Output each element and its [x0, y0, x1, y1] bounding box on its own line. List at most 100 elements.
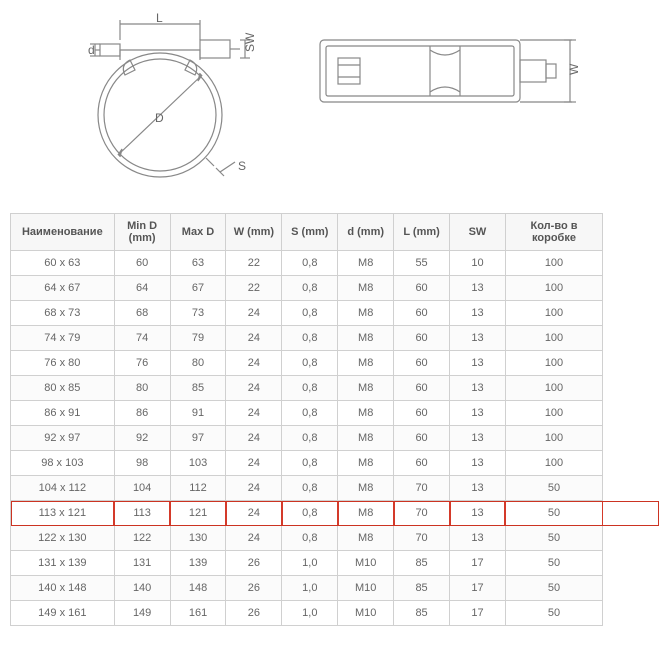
label-D: D — [155, 111, 164, 125]
table-cell: 97 — [170, 426, 226, 451]
table-cell: 79 — [170, 326, 226, 351]
table-cell: 22 — [226, 251, 282, 276]
table-cell: 139 — [170, 551, 226, 576]
table-cell: 149 x 161 — [11, 601, 115, 626]
table-cell: 24 — [226, 326, 282, 351]
table-cell: 0,8 — [282, 476, 338, 501]
table-cell: 60 — [394, 351, 450, 376]
table-cell: 100 — [505, 451, 602, 476]
table-row: 131 x 139131139261,0M10851750 — [11, 551, 659, 576]
table-cell: 60 — [394, 276, 450, 301]
table-cell: 100 — [505, 276, 602, 301]
table-cell: 1,0 — [282, 551, 338, 576]
table-cell: M8 — [338, 426, 394, 451]
table-cell: 24 — [226, 376, 282, 401]
table-cell: 149 — [114, 601, 170, 626]
table-cell: 24 — [226, 476, 282, 501]
table-cell: 100 — [505, 376, 602, 401]
table-cell: 60 — [394, 326, 450, 351]
table-cell: 103 — [170, 451, 226, 476]
table-row: 74 x 797479240,8M86013100 — [11, 326, 659, 351]
table-row: 122 x 130122130240,8M8701350 — [11, 526, 659, 551]
table-row: 98 x 10398103240,8M86013100 — [11, 451, 659, 476]
table-cell: 70 — [394, 501, 450, 526]
col-header: L (mm) — [394, 214, 450, 251]
table-cell: 50 — [505, 551, 602, 576]
table-row: 64 x 676467220,8M86013100 — [11, 276, 659, 301]
table-cell: 100 — [505, 326, 602, 351]
table-cell: 74 x 79 — [11, 326, 115, 351]
table-header-row: Наименование Min D (mm) Max D W (mm) S (… — [11, 214, 659, 251]
label-S: S — [238, 159, 246, 173]
table-cell: 50 — [505, 601, 602, 626]
table-cell: M10 — [338, 551, 394, 576]
table-cell: 100 — [505, 401, 602, 426]
clamp-side-diagram: W — [310, 10, 590, 133]
table-cell: 24 — [226, 501, 282, 526]
col-header: Max D — [170, 214, 226, 251]
table-cell: 50 — [505, 526, 602, 551]
table-cell: 10 — [450, 251, 506, 276]
table-cell: 0,8 — [282, 251, 338, 276]
table-cell: 64 — [114, 276, 170, 301]
table-cell: 91 — [170, 401, 226, 426]
table-cell: 122 — [114, 526, 170, 551]
table-cell: 130 — [170, 526, 226, 551]
table-cell: 13 — [450, 501, 506, 526]
label-d: d — [88, 43, 95, 57]
table-cell: 13 — [450, 401, 506, 426]
table-cell: 122 x 130 — [11, 526, 115, 551]
table-row: 104 x 112104112240,8M8701350 — [11, 476, 659, 501]
table-cell: 70 — [394, 476, 450, 501]
table-cell: 24 — [226, 351, 282, 376]
table-cell: 0,8 — [282, 301, 338, 326]
table-cell: 64 x 67 — [11, 276, 115, 301]
table-cell: 67 — [170, 276, 226, 301]
table-cell: 100 — [505, 426, 602, 451]
col-header: S (mm) — [282, 214, 338, 251]
table-cell: 24 — [226, 426, 282, 451]
table-cell: 104 x 112 — [11, 476, 115, 501]
table-cell: 63 — [170, 251, 226, 276]
table-cell: 92 x 97 — [11, 426, 115, 451]
table-cell: 85 — [394, 576, 450, 601]
diagram-row: d L SW D S — [10, 10, 659, 213]
label-W: W — [567, 63, 581, 75]
table-cell: 85 — [170, 376, 226, 401]
table-cell: 85 — [394, 551, 450, 576]
table-cell: 60 — [114, 251, 170, 276]
table-cell: 0,8 — [282, 451, 338, 476]
table-cell: 13 — [450, 526, 506, 551]
table-cell: 161 — [170, 601, 226, 626]
table-cell: M8 — [338, 326, 394, 351]
table-cell: 92 — [114, 426, 170, 451]
table-cell: 17 — [450, 601, 506, 626]
table-cell: 148 — [170, 576, 226, 601]
table-cell: 0,8 — [282, 376, 338, 401]
table-cell: M8 — [338, 301, 394, 326]
table-row: 113 x 121113121240,8M8701350 — [11, 501, 659, 526]
table-cell: 86 — [114, 401, 170, 426]
table-cell: 22 — [226, 276, 282, 301]
table-cell: 121 — [170, 501, 226, 526]
label-SW: SW — [243, 32, 257, 52]
table-cell: 100 — [505, 251, 602, 276]
table-cell: 26 — [226, 601, 282, 626]
table-body: 60 x 636063220,8M8551010064 x 676467220,… — [11, 251, 659, 626]
table-cell: 50 — [505, 476, 602, 501]
table-cell: 131 — [114, 551, 170, 576]
table-cell: M8 — [338, 251, 394, 276]
table-cell: 24 — [226, 401, 282, 426]
table-cell: 86 x 91 — [11, 401, 115, 426]
label-L: L — [156, 11, 163, 25]
table-cell: 104 — [114, 476, 170, 501]
table-cell: 100 — [505, 351, 602, 376]
table-cell: 0,8 — [282, 426, 338, 451]
table-cell: 17 — [450, 576, 506, 601]
table-cell: 80 — [114, 376, 170, 401]
table-cell: 1,0 — [282, 576, 338, 601]
table-cell: 13 — [450, 476, 506, 501]
table-cell: 0,8 — [282, 501, 338, 526]
table-cell: 0,8 — [282, 351, 338, 376]
table-cell: 76 x 80 — [11, 351, 115, 376]
